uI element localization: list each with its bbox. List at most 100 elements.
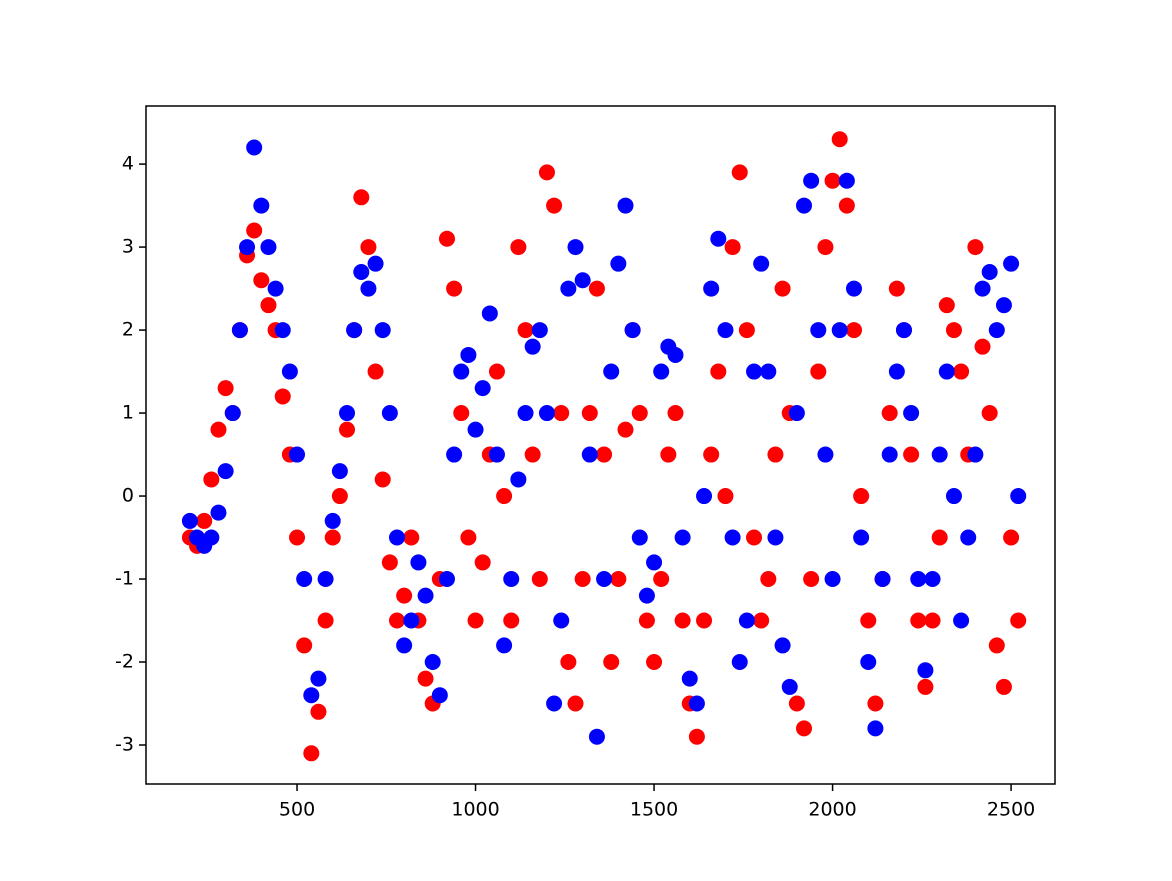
scatter-point [524, 446, 541, 463]
scatter-point [760, 363, 777, 380]
scatter-point [810, 322, 827, 339]
scatter-point [224, 405, 241, 422]
scatter-point [581, 405, 598, 422]
scatter-point [596, 446, 613, 463]
scatter-point [988, 322, 1005, 339]
scatter-point [860, 612, 877, 629]
scatter-point [803, 571, 820, 588]
scatter-point [817, 239, 834, 256]
scatter-point [538, 405, 555, 422]
scatter-point [738, 322, 755, 339]
scatter-point [203, 529, 220, 546]
scatter-point [374, 322, 391, 339]
scatter-point [603, 363, 620, 380]
scatter-point [210, 504, 227, 521]
scatter-point [574, 571, 591, 588]
scatter-point [967, 446, 984, 463]
scatter-point [724, 529, 741, 546]
scatter-point [967, 239, 984, 256]
scatter-point [567, 695, 584, 712]
scatter-point [403, 612, 420, 629]
scatter-point [981, 263, 998, 280]
scatter-point [895, 322, 912, 339]
scatter-point [845, 280, 862, 297]
scatter-point [746, 529, 763, 546]
y-tick-label: 2 [122, 319, 134, 341]
scatter-point [1010, 612, 1027, 629]
scatter-point [638, 587, 655, 604]
y-tick-label: 4 [122, 153, 134, 175]
scatter-point [667, 346, 684, 363]
scatter-point [310, 703, 327, 720]
scatter-point [246, 139, 263, 156]
scatter-point [688, 728, 705, 745]
x-tick-label: 2000 [808, 799, 856, 821]
scatter-point [638, 612, 655, 629]
scatter-point [546, 197, 563, 214]
scatter-point [503, 612, 520, 629]
scatter-point [296, 571, 313, 588]
scatter-point [881, 405, 898, 422]
scatter-point [796, 197, 813, 214]
scatter-point [831, 322, 848, 339]
scatter-point [624, 322, 641, 339]
scatter-point [838, 197, 855, 214]
scatter-point [674, 612, 691, 629]
scatter-point [710, 230, 727, 247]
scatter-point [646, 654, 663, 671]
scatter-point [610, 255, 627, 272]
scatter-point [681, 670, 698, 687]
scatter-point [1003, 255, 1020, 272]
y-tick-label: -3 [115, 733, 134, 755]
x-tick-label: 500 [279, 799, 315, 821]
scatter-point [367, 363, 384, 380]
scatter-point [845, 322, 862, 339]
scatter-point [617, 197, 634, 214]
scatter-point [474, 380, 491, 397]
scatter-point [717, 322, 734, 339]
scatter-point [317, 571, 334, 588]
scatter-point [788, 405, 805, 422]
scatter-point [353, 189, 370, 206]
scatter-point [403, 529, 420, 546]
scatter-point [953, 363, 970, 380]
scatter-point [538, 164, 555, 181]
scatter-point [289, 529, 306, 546]
scatter-point [867, 720, 884, 737]
y-tick-label: -1 [115, 568, 134, 590]
scatter-point [496, 637, 513, 654]
scatter-point [274, 388, 291, 405]
axes-frame [145, 105, 1056, 785]
scatter-point [253, 272, 270, 289]
scatter-point [453, 363, 470, 380]
y-tick-label: 3 [122, 236, 134, 258]
scatter-point [581, 446, 598, 463]
scatter-point [303, 687, 320, 704]
x-tick-label: 2500 [987, 799, 1035, 821]
scatter-point [881, 446, 898, 463]
scatter-point [360, 239, 377, 256]
scatter-point [417, 670, 434, 687]
scatter-point [903, 405, 920, 422]
scatter-point [517, 405, 534, 422]
scatter-point [446, 446, 463, 463]
scatter-point [260, 239, 277, 256]
scatter-point [239, 239, 256, 256]
scatter-point [596, 571, 613, 588]
scatter-point [653, 363, 670, 380]
scatter-point [396, 587, 413, 604]
scatter-point [646, 554, 663, 571]
scatter-point [438, 230, 455, 247]
scatter-point [788, 695, 805, 712]
scatter-point [460, 529, 477, 546]
scatter-point [746, 363, 763, 380]
scatter-point [903, 446, 920, 463]
scatter-point [324, 512, 341, 529]
scatter-point [667, 405, 684, 422]
scatter-point [431, 687, 448, 704]
scatter-point [953, 612, 970, 629]
scatter-point [853, 488, 870, 505]
scatter-point [503, 571, 520, 588]
scatter-point [960, 529, 977, 546]
scatter-point [231, 322, 248, 339]
